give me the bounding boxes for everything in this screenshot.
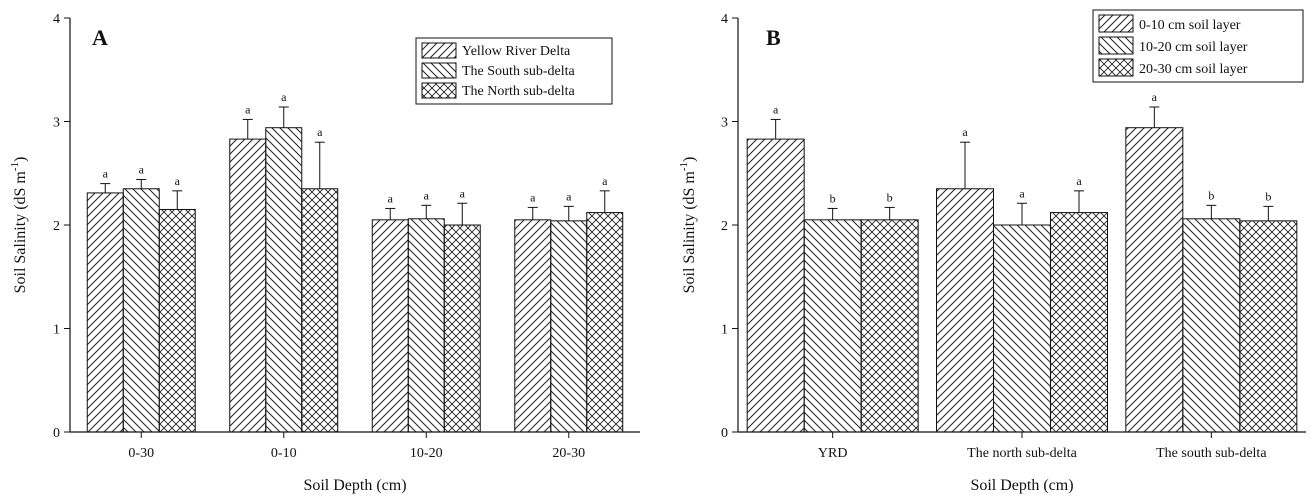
significance-letter: a (245, 102, 251, 116)
significance-letter: a (530, 190, 536, 204)
legend: 0-10 cm soil layer 10-20 cm soil layer 20-… (1092, 9, 1304, 83)
x-tick-label: The south sub-delta (1156, 446, 1267, 461)
significance-letter: a (103, 167, 109, 181)
significance-letter: a (460, 186, 466, 200)
y-tick-label: 3 (721, 116, 728, 131)
panel-a: A Soil Depth (cm) Soil Salinity (dS m-1)… (9, 12, 640, 494)
bar (443, 224, 481, 433)
x-tick-label: 10-20 (410, 446, 443, 461)
x-tick-label: 20-30 (552, 446, 585, 461)
y-axis-title-main: Soil Salinity (dS m (12, 171, 29, 294)
y-tick-label: 0 (721, 426, 728, 441)
bar (993, 224, 1051, 433)
y-axis-title-close: ) (681, 157, 698, 162)
bar (936, 188, 994, 433)
significance-letter: a (1076, 174, 1082, 188)
x-axis-title: Soil Depth (cm) (303, 477, 406, 494)
significance-letter: a (175, 174, 181, 188)
significance-letter: a (1019, 186, 1025, 200)
bar (803, 219, 862, 433)
legend-swatch (1098, 58, 1134, 77)
legend-swatch (421, 82, 457, 99)
legend-entry: Yellow River Delta (462, 44, 571, 59)
bar (265, 127, 303, 433)
bar (746, 138, 805, 433)
bar (301, 188, 339, 433)
y-axis-title-superscript: -1 (678, 162, 690, 171)
y-axis-title-superscript: -1 (9, 162, 21, 171)
significance-letter: a (388, 191, 394, 205)
significance-letter: b (1208, 188, 1214, 202)
bar (229, 138, 267, 433)
significance-letter: a (1152, 90, 1158, 104)
significance-letter: a (317, 125, 323, 139)
y-tick-label: 4 (721, 12, 728, 27)
x-axis-title: Soil Depth (cm) (970, 477, 1073, 494)
panel-b: B Soil Depth (cm) Soil Salinity (dS m-1)… (678, 9, 1306, 494)
significance-letter: a (281, 90, 287, 104)
bar (371, 219, 409, 433)
y-tick-label: 2 (721, 219, 728, 234)
bar (86, 192, 124, 433)
significance-letter: b (830, 191, 836, 205)
y-axis-title: Soil Salinity (dS m-1) (9, 157, 29, 294)
y-tick-label: 0 (53, 426, 60, 441)
significance-letter: a (424, 188, 430, 202)
legend-entry: 0-10 cm soil layer (1139, 18, 1241, 33)
significance-letter: a (962, 125, 968, 139)
significance-letter: a (139, 162, 145, 176)
significance-letter: b (887, 190, 893, 204)
significance-letter: a (773, 102, 779, 116)
y-tick-label: 1 (721, 323, 728, 338)
legend-entry: The South sub-delta (462, 64, 576, 79)
y-tick-label: 2 (53, 219, 60, 234)
x-tick-label: 0-10 (271, 446, 297, 461)
bar (1050, 212, 1108, 433)
panel-letter: A (92, 25, 108, 50)
panel-letter: B (766, 25, 781, 50)
bar (1239, 220, 1298, 433)
bar (407, 218, 445, 433)
significance-letter: a (566, 189, 572, 203)
x-tick-label: YRD (818, 446, 848, 461)
significance-letter: b (1265, 189, 1271, 203)
bar (122, 188, 160, 433)
bar (1125, 127, 1184, 433)
legend-swatch (1098, 36, 1134, 55)
x-tick-label: The north sub-delta (967, 446, 1077, 461)
bar (860, 219, 919, 433)
legend-swatch (1098, 14, 1134, 33)
y-axis-title: Soil Salinity (dS m-1) (678, 157, 698, 294)
y-tick-label: 4 (53, 12, 60, 27)
bar (158, 208, 196, 433)
y-tick-label: 1 (53, 323, 60, 338)
legend-entry: 10-20 cm soil layer (1139, 40, 1248, 55)
legend-swatch (421, 62, 457, 79)
legend-entry: The North sub-delta (462, 84, 576, 99)
bar (1182, 218, 1241, 433)
y-axis-title-close: ) (12, 157, 29, 162)
x-tick-label: 0-30 (128, 446, 154, 461)
bar (550, 220, 588, 433)
legend-swatch (421, 42, 457, 59)
bar (586, 212, 624, 433)
legend: Yellow River Delta The South sub-delta The… (415, 37, 613, 105)
y-axis-title-main: Soil Salinity (dS m (681, 171, 698, 294)
legend-entry: 20-30 cm soil layer (1139, 62, 1248, 77)
y-tick-label: 3 (53, 116, 60, 131)
bar (514, 219, 552, 433)
significance-letter: a (602, 174, 608, 188)
